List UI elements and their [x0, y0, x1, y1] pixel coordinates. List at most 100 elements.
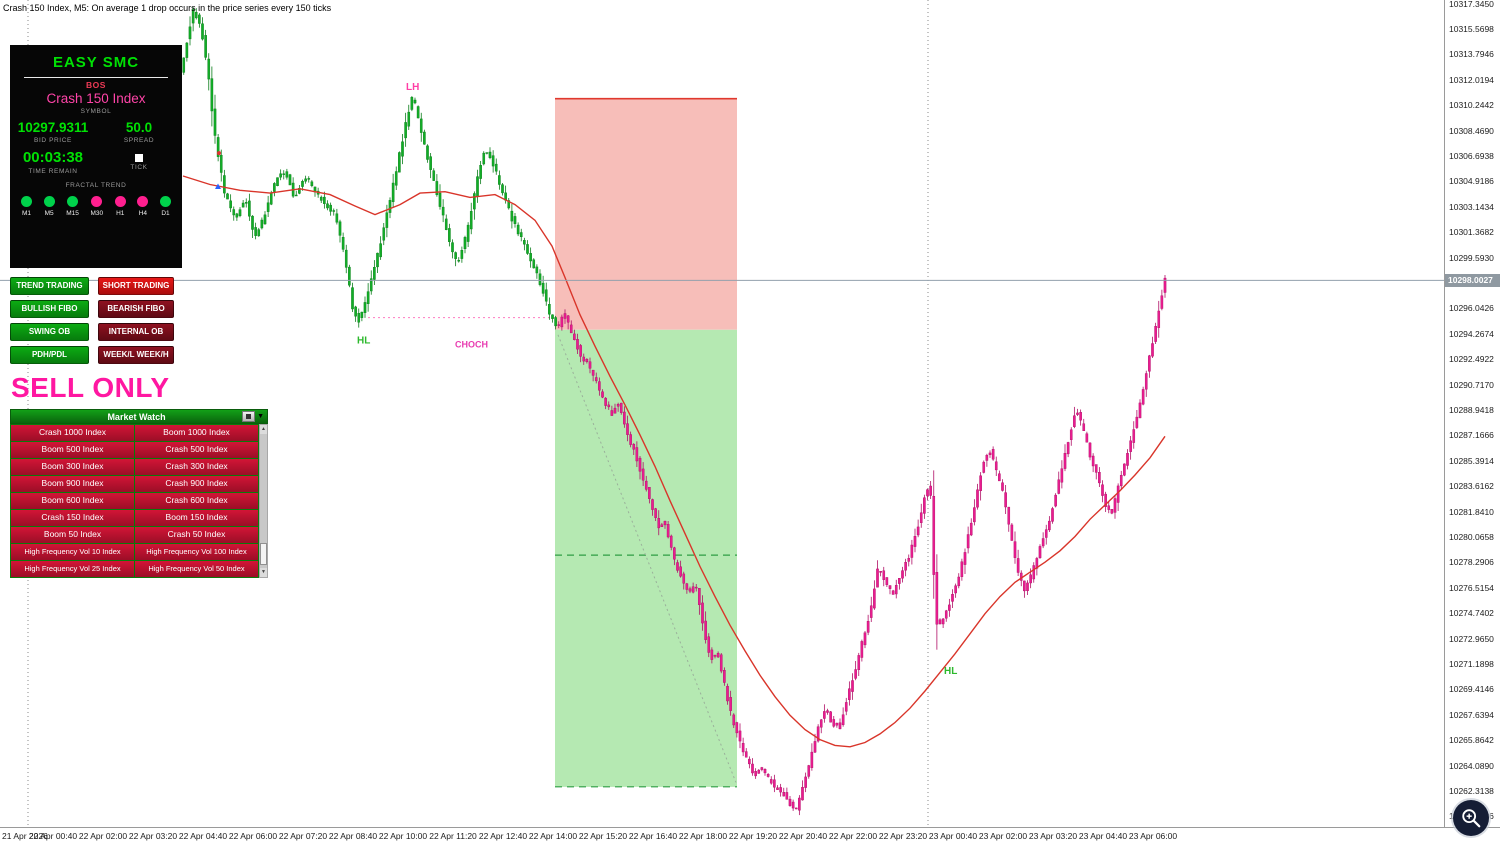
market-watch-symbol[interactable]: Crash 900 Index [135, 476, 258, 492]
button-week-l-week-h[interactable]: WEEK/L WEEK/H [98, 346, 174, 364]
scroll-up-icon[interactable]: ▲ [260, 425, 267, 434]
price-axis-label: 10292.4922 [1449, 354, 1494, 364]
minimize-button[interactable] [242, 411, 256, 422]
price-axis-label: 10288.9418 [1449, 405, 1494, 415]
market-watch-symbol[interactable]: Boom 300 Index [11, 459, 134, 475]
time-axis-label: 22 Apr 07:20 [278, 831, 328, 841]
minimize-icon [246, 414, 252, 419]
market-watch-symbol[interactable]: High Frequency Vol 50 Index [135, 561, 258, 577]
button-bullish-fibo[interactable]: BULLISH FIBO [10, 300, 89, 318]
price-axis-label: 10267.6394 [1449, 710, 1494, 720]
timeframe-label: H4 [138, 210, 148, 217]
time-remaining-caption: TIME REMAIN [28, 168, 78, 175]
market-watch-symbol[interactable]: Boom 1000 Index [135, 425, 258, 441]
time-axis-label: 22 Apr 15:20 [578, 831, 628, 841]
price-axis-label: 10294.2674 [1449, 329, 1494, 339]
price-axis-label: 10301.3682 [1449, 227, 1494, 237]
time-axis-label: 22 Apr 00:40 [28, 831, 78, 841]
bid-price-value: 10297.9311 [17, 120, 89, 135]
price-axis-label: 10296.0426 [1449, 303, 1494, 313]
price-axis-label: 10274.7402 [1449, 608, 1494, 618]
market-watch-symbol[interactable]: Crash 600 Index [135, 493, 258, 509]
zoom-button[interactable] [1453, 800, 1489, 836]
market-watch-symbol[interactable]: Crash 500 Index [135, 442, 258, 458]
button-bearish-fibo[interactable]: BEARISH FIBO [98, 300, 174, 318]
time-axis-label: 22 Apr 03:20 [128, 831, 178, 841]
panel-title: EASY SMC [52, 54, 140, 71]
market-watch-titlebar[interactable]: Market Watch ▼ [10, 409, 268, 424]
fractal-dot-m15 [67, 196, 79, 207]
market-watch-symbol[interactable]: High Frequency Vol 100 Index [135, 544, 258, 560]
price-axis: 10317.3450 10315.5698 10313.7946 10312.0194… [1444, 0, 1500, 827]
price-axis-label: 10313.7946 [1449, 49, 1494, 59]
price-axis-label: 10278.2906 [1449, 557, 1494, 567]
time-axis-label: 22 Apr 20:40 [778, 831, 828, 841]
market-watch-symbol[interactable]: Crash 300 Index [135, 459, 258, 475]
market-watch-scrollbar[interactable]: ▲ ▼ [259, 424, 268, 578]
market-watch-symbol[interactable]: Crash 150 Index [11, 510, 134, 526]
market-watch-symbol[interactable]: Boom 150 Index [135, 510, 258, 526]
demand-zone [555, 329, 737, 787]
market-watch-symbol[interactable]: High Frequency Vol 10 Index [11, 544, 134, 560]
price-axis-label: 10306.6938 [1449, 151, 1494, 161]
button-trend-trading[interactable]: TREND TRADING [10, 277, 89, 295]
fractal-dot-h4 [137, 196, 149, 207]
easy-smc-panel: EASY SMC BOS Crash 150 Index SYMBOL 1029… [10, 45, 182, 268]
time-axis-label: 22 Apr 10:00 [378, 831, 428, 841]
scroll-down-icon[interactable]: ▼ [260, 568, 267, 577]
button-short-trading[interactable]: SHORT TRADING [98, 277, 174, 295]
price-axis-label: 10281.8410 [1449, 507, 1494, 517]
symbol-caption: SYMBOL [80, 108, 112, 115]
price-axis-label: 10310.2442 [1449, 100, 1494, 110]
market-watch-title: Market Watch [107, 411, 166, 422]
fractal-trend-dots: M1 M5 M15 M30 H1 H4 D1 [10, 196, 182, 217]
price-axis-label: 10315.5698 [1449, 24, 1494, 34]
structure-label: BOS [86, 80, 106, 90]
panel-divider [24, 77, 168, 78]
price-axis-label: 10290.7170 [1449, 380, 1494, 390]
market-watch-body: Crash 1000 Index Boom 1000 Index Boom 500 … [10, 424, 268, 578]
price-axis-label: 10312.0194 [1449, 75, 1494, 85]
time-axis-label: 22 Apr 14:00 [528, 831, 578, 841]
time-axis-label: 22 Apr 23:20 [878, 831, 928, 841]
time-remaining-value: 00:03:38 [22, 149, 84, 166]
price-axis-label: 10264.0890 [1449, 761, 1494, 771]
time-axis-label: 23 Apr 00:40 [928, 831, 978, 841]
tick-indicator [135, 154, 143, 162]
button-swing-ob[interactable]: SWING OB [10, 323, 89, 341]
market-watch-panel: Market Watch ▼ Crash 1000 Index Boom 1000… [10, 409, 268, 578]
price-axis-label: 10272.9650 [1449, 634, 1494, 644]
trade-direction-banner: SELL ONLY [11, 372, 170, 403]
scrollbar-thumb[interactable] [260, 543, 267, 565]
timeframe-label: M15 [66, 210, 79, 217]
price-axis-label: 10283.6162 [1449, 481, 1494, 491]
market-watch-symbol[interactable]: Boom 900 Index [11, 476, 134, 492]
time-axis-label: 22 Apr 19:20 [728, 831, 778, 841]
price-axis-label: 10269.4146 [1449, 684, 1494, 694]
price-axis-label: 10299.5930 [1449, 253, 1494, 263]
fractal-dot-m30 [91, 196, 103, 207]
timeframe-label: H1 [116, 210, 125, 217]
button-internal-ob[interactable]: INTERNAL OB [98, 323, 174, 341]
chart-label-lh: LH [406, 82, 419, 93]
button-pdh-pdl[interactable]: PDH/PDL [10, 346, 89, 364]
dropdown-caret-icon[interactable]: ▼ [257, 413, 264, 420]
market-watch-symbol[interactable]: Boom 50 Index [11, 527, 134, 543]
fractal-trend-caption: FRACTAL TREND [65, 182, 127, 189]
time-axis-label: 23 Apr 04:40 [1078, 831, 1128, 841]
market-watch-symbol[interactable]: Boom 600 Index [11, 493, 134, 509]
market-watch-symbol[interactable]: Crash 1000 Index [11, 425, 134, 441]
fractal-dot-m5 [43, 196, 55, 207]
time-axis-label: 22 Apr 11:20 [429, 831, 477, 841]
price-axis-label: 10271.1898 [1449, 659, 1494, 669]
price-axis-label: 10303.1434 [1449, 202, 1494, 212]
price-axis-label: 10262.3138 [1449, 786, 1494, 796]
time-axis-label: 22 Apr 06:00 [228, 831, 278, 841]
timeframe-label: M30 [90, 210, 104, 217]
market-watch-symbol[interactable]: Boom 500 Index [11, 442, 134, 458]
market-watch-symbol[interactable]: High Frequency Vol 25 Index [11, 561, 134, 577]
panel-symbol-name: Crash 150 Index [46, 91, 146, 106]
time-axis-label: 22 Apr 16:40 [628, 831, 678, 841]
market-watch-symbol[interactable]: Crash 50 Index [135, 527, 258, 543]
